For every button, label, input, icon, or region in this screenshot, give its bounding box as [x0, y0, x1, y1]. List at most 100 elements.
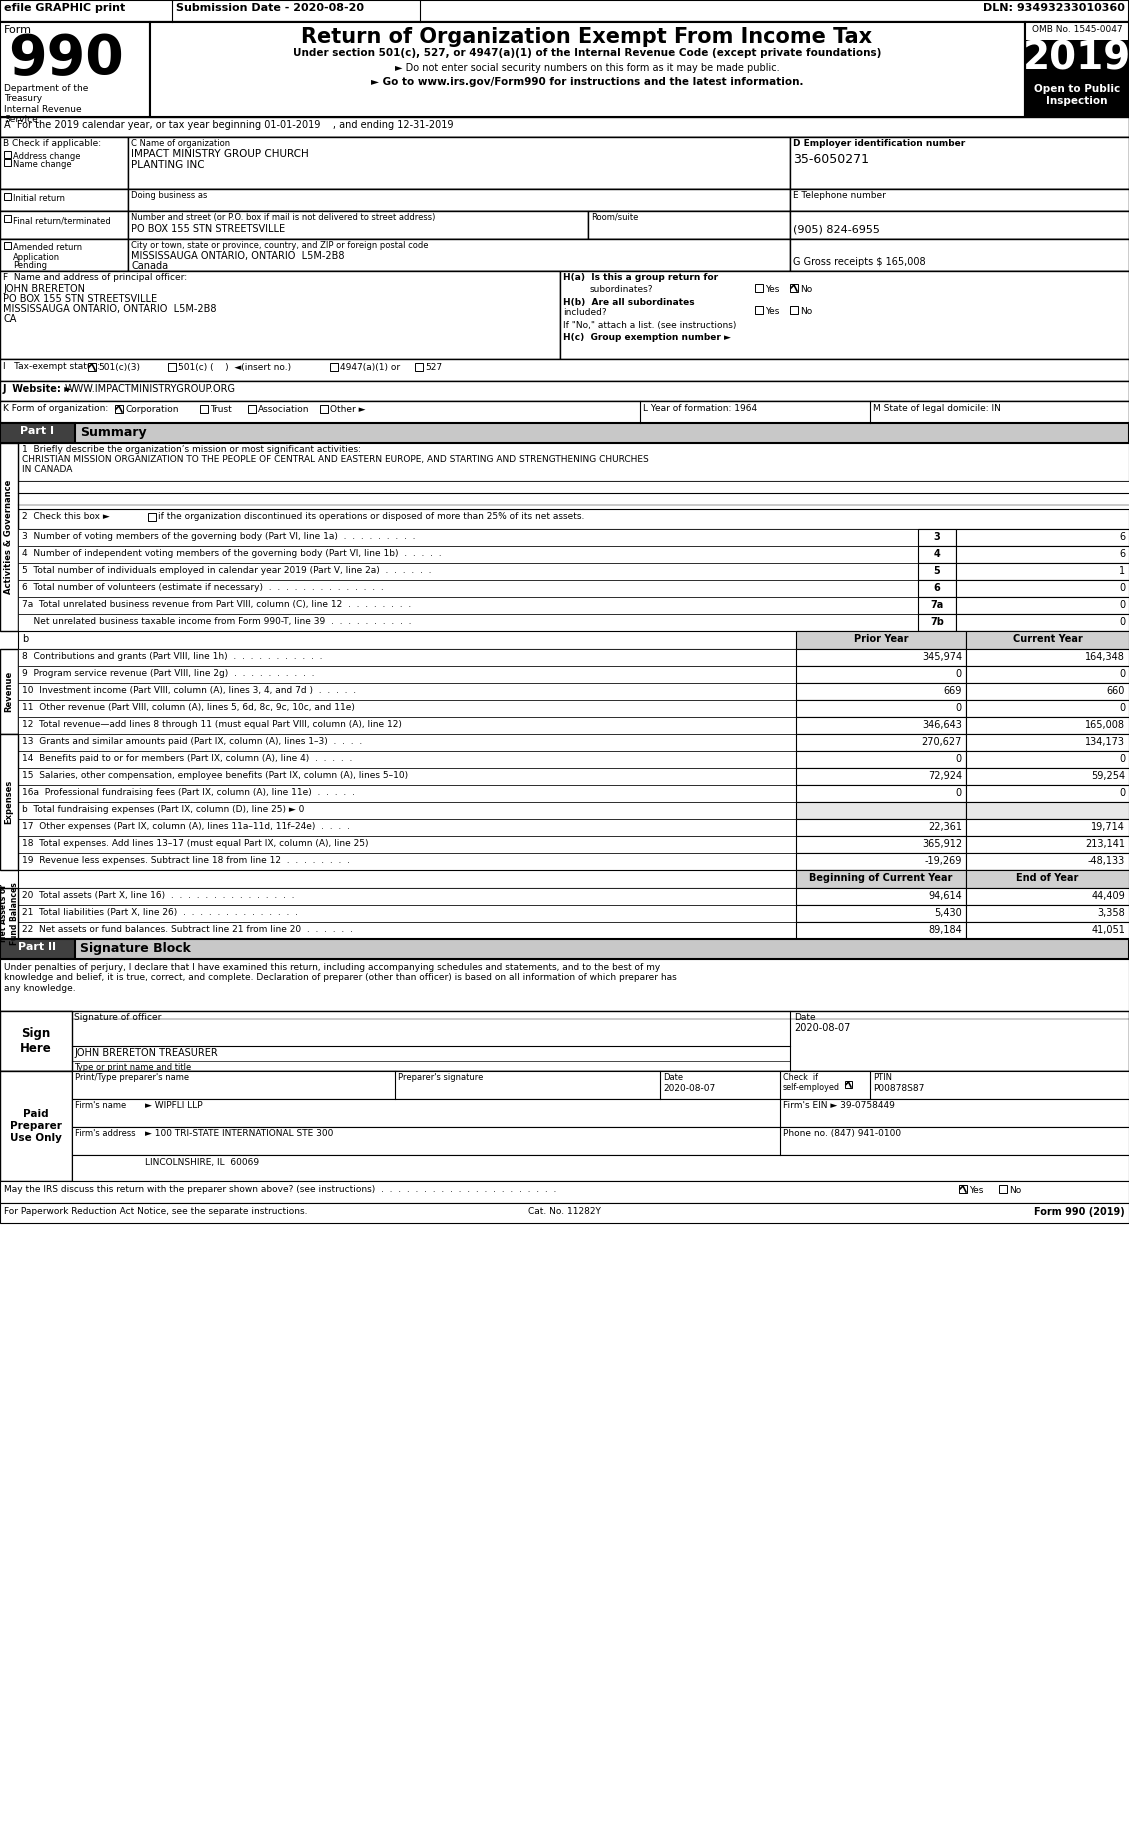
Bar	[18, 683, 1129, 700]
Text: Submission Date - 2020-08-20: Submission Date - 2020-08-20	[176, 4, 364, 13]
Bar	[18, 818, 1129, 837]
Bar	[796, 923, 966, 939]
Text: Part I: Part I	[20, 426, 54, 437]
Text: P00878S87: P00878S87	[873, 1083, 925, 1093]
Bar	[115, 406, 123, 413]
Text: 0: 0	[956, 755, 962, 764]
Text: 19,714: 19,714	[1091, 822, 1124, 831]
Bar	[966, 802, 1129, 818]
Text: C Name of organization: C Name of organization	[131, 139, 230, 148]
Bar	[320, 406, 329, 413]
Text: Pending: Pending	[14, 261, 47, 270]
Text: Doing business as: Doing business as	[131, 192, 208, 199]
Bar	[796, 700, 966, 716]
Text: Application: Application	[14, 252, 60, 261]
Bar	[18, 767, 1129, 786]
Bar	[918, 579, 956, 597]
Bar	[0, 137, 1129, 188]
Text: Beginning of Current Year: Beginning of Current Year	[809, 873, 953, 882]
Bar	[0, 1071, 1129, 1180]
Bar	[918, 563, 956, 579]
Bar	[0, 939, 1129, 959]
Bar	[790, 283, 798, 292]
Text: For Paperwork Reduction Act Notice, see the separate instructions.: For Paperwork Reduction Act Notice, see …	[5, 1208, 307, 1217]
Text: Summary: Summary	[80, 426, 147, 438]
Text: Net Assets or
Fund Balances: Net Assets or Fund Balances	[0, 882, 19, 945]
Text: ► WIPFLI LLP: ► WIPFLI LLP	[145, 1102, 202, 1111]
Text: 501(c)(3): 501(c)(3)	[98, 364, 140, 373]
Text: 0: 0	[1119, 583, 1124, 594]
Text: No: No	[800, 307, 812, 316]
Bar	[796, 767, 966, 786]
Text: Department of the
Treasury
Internal Revenue
Service: Department of the Treasury Internal Reve…	[5, 84, 88, 124]
Bar	[588, 210, 790, 239]
Text: 4: 4	[934, 548, 940, 559]
Text: 12  Total revenue—add lines 8 through 11 (must equal Part VIII, column (A), line: 12 Total revenue—add lines 8 through 11 …	[21, 720, 402, 729]
Text: ► Go to www.irs.gov/Form990 for instructions and the latest information.: ► Go to www.irs.gov/Form990 for instruct…	[370, 77, 803, 88]
Bar	[560, 270, 1129, 358]
Bar	[956, 563, 1129, 579]
Text: b  Total fundraising expenses (Part IX, column (D), line 25) ► 0: b Total fundraising expenses (Part IX, c…	[21, 806, 305, 815]
Text: Preparer's signature: Preparer's signature	[399, 1072, 483, 1082]
Text: PLANTING INC: PLANTING INC	[131, 161, 204, 170]
Bar	[18, 904, 1129, 923]
Text: 5  Total number of individuals employed in calendar year 2019 (Part V, line 2a) : 5 Total number of individuals employed i…	[21, 566, 431, 576]
Text: If "No," attach a list. (see instructions): If "No," attach a list. (see instruction…	[563, 322, 736, 331]
Bar	[0, 0, 1129, 22]
Bar	[956, 546, 1129, 563]
Bar	[796, 837, 966, 853]
Bar	[5, 194, 11, 199]
Bar	[5, 241, 11, 248]
Text: ► 100 TRI-STATE INTERNATIONAL STE 300: ► 100 TRI-STATE INTERNATIONAL STE 300	[145, 1129, 333, 1138]
Text: MISSISSAUGA ONTARIO, ONTARIO  L5M-2B8: MISSISSAUGA ONTARIO, ONTARIO L5M-2B8	[3, 303, 217, 314]
Text: PO BOX 155 STN STREETSVILLE: PO BOX 155 STN STREETSVILLE	[3, 294, 157, 303]
Text: 6: 6	[1119, 532, 1124, 543]
Bar	[966, 667, 1129, 683]
Bar	[128, 137, 790, 188]
Bar	[1025, 22, 1129, 117]
Bar	[18, 888, 1129, 904]
Text: 2020-08-07: 2020-08-07	[663, 1083, 716, 1093]
Text: 4  Number of independent voting members of the governing body (Part VI, line 1b): 4 Number of independent voting members o…	[21, 548, 441, 557]
Bar	[18, 853, 1129, 870]
Text: 2020-08-07: 2020-08-07	[794, 1023, 850, 1032]
Text: Sign
Here: Sign Here	[20, 1027, 52, 1054]
Text: Yes: Yes	[969, 1186, 983, 1195]
Bar	[0, 734, 18, 870]
Bar	[18, 630, 1129, 649]
Text: G Gross receipts $ 165,008: G Gross receipts $ 165,008	[793, 258, 926, 267]
Bar	[956, 579, 1129, 597]
Text: PO BOX 155 STN STREETSVILLE: PO BOX 155 STN STREETSVILLE	[131, 225, 286, 234]
Bar	[790, 305, 798, 314]
Text: Name change: Name change	[14, 161, 71, 170]
Bar	[248, 406, 256, 413]
Bar	[796, 751, 966, 767]
Text: Form 990 (2019): Form 990 (2019)	[1034, 1208, 1124, 1217]
Text: MISSISSAUGA ONTARIO, ONTARIO  L5M-2B8: MISSISSAUGA ONTARIO, ONTARIO L5M-2B8	[131, 250, 344, 261]
Text: 6  Total number of volunteers (estimate if necessary)  .  .  .  .  .  .  .  .  .: 6 Total number of volunteers (estimate i…	[21, 583, 384, 592]
Bar	[18, 786, 1129, 802]
Bar	[72, 1155, 1129, 1180]
Bar	[18, 546, 1129, 563]
Bar	[18, 579, 1129, 597]
Bar	[796, 888, 966, 904]
Bar	[796, 802, 966, 818]
Text: 3  Number of voting members of the governing body (Part VI, line 1a)  .  .  .  .: 3 Number of voting members of the govern…	[21, 532, 415, 541]
Text: Address change: Address change	[14, 152, 80, 161]
Text: 8  Contributions and grants (Part VIII, line 1h)  .  .  .  .  .  .  .  .  .  .  : 8 Contributions and grants (Part VIII, l…	[21, 652, 323, 661]
Text: D Employer identification number: D Employer identification number	[793, 139, 965, 148]
Text: No: No	[800, 285, 812, 294]
Text: Signature of officer: Signature of officer	[75, 1012, 161, 1021]
Text: 1  Briefly describe the organization’s mission or most significant activities:: 1 Briefly describe the organization’s mi…	[21, 446, 361, 453]
Text: City or town, state or province, country, and ZIP or foreign postal code: City or town, state or province, country…	[131, 241, 429, 250]
Text: 0: 0	[956, 787, 962, 798]
Bar	[790, 239, 1129, 270]
Bar	[790, 188, 1129, 210]
Bar	[796, 734, 966, 751]
Text: (905) 824-6955: (905) 824-6955	[793, 225, 879, 234]
Text: IMPACT MINISTRY GROUP CHURCH: IMPACT MINISTRY GROUP CHURCH	[131, 150, 308, 159]
Bar	[959, 1186, 968, 1193]
Bar	[956, 614, 1129, 630]
Bar	[18, 870, 1129, 888]
Text: Initial return: Initial return	[14, 194, 65, 203]
